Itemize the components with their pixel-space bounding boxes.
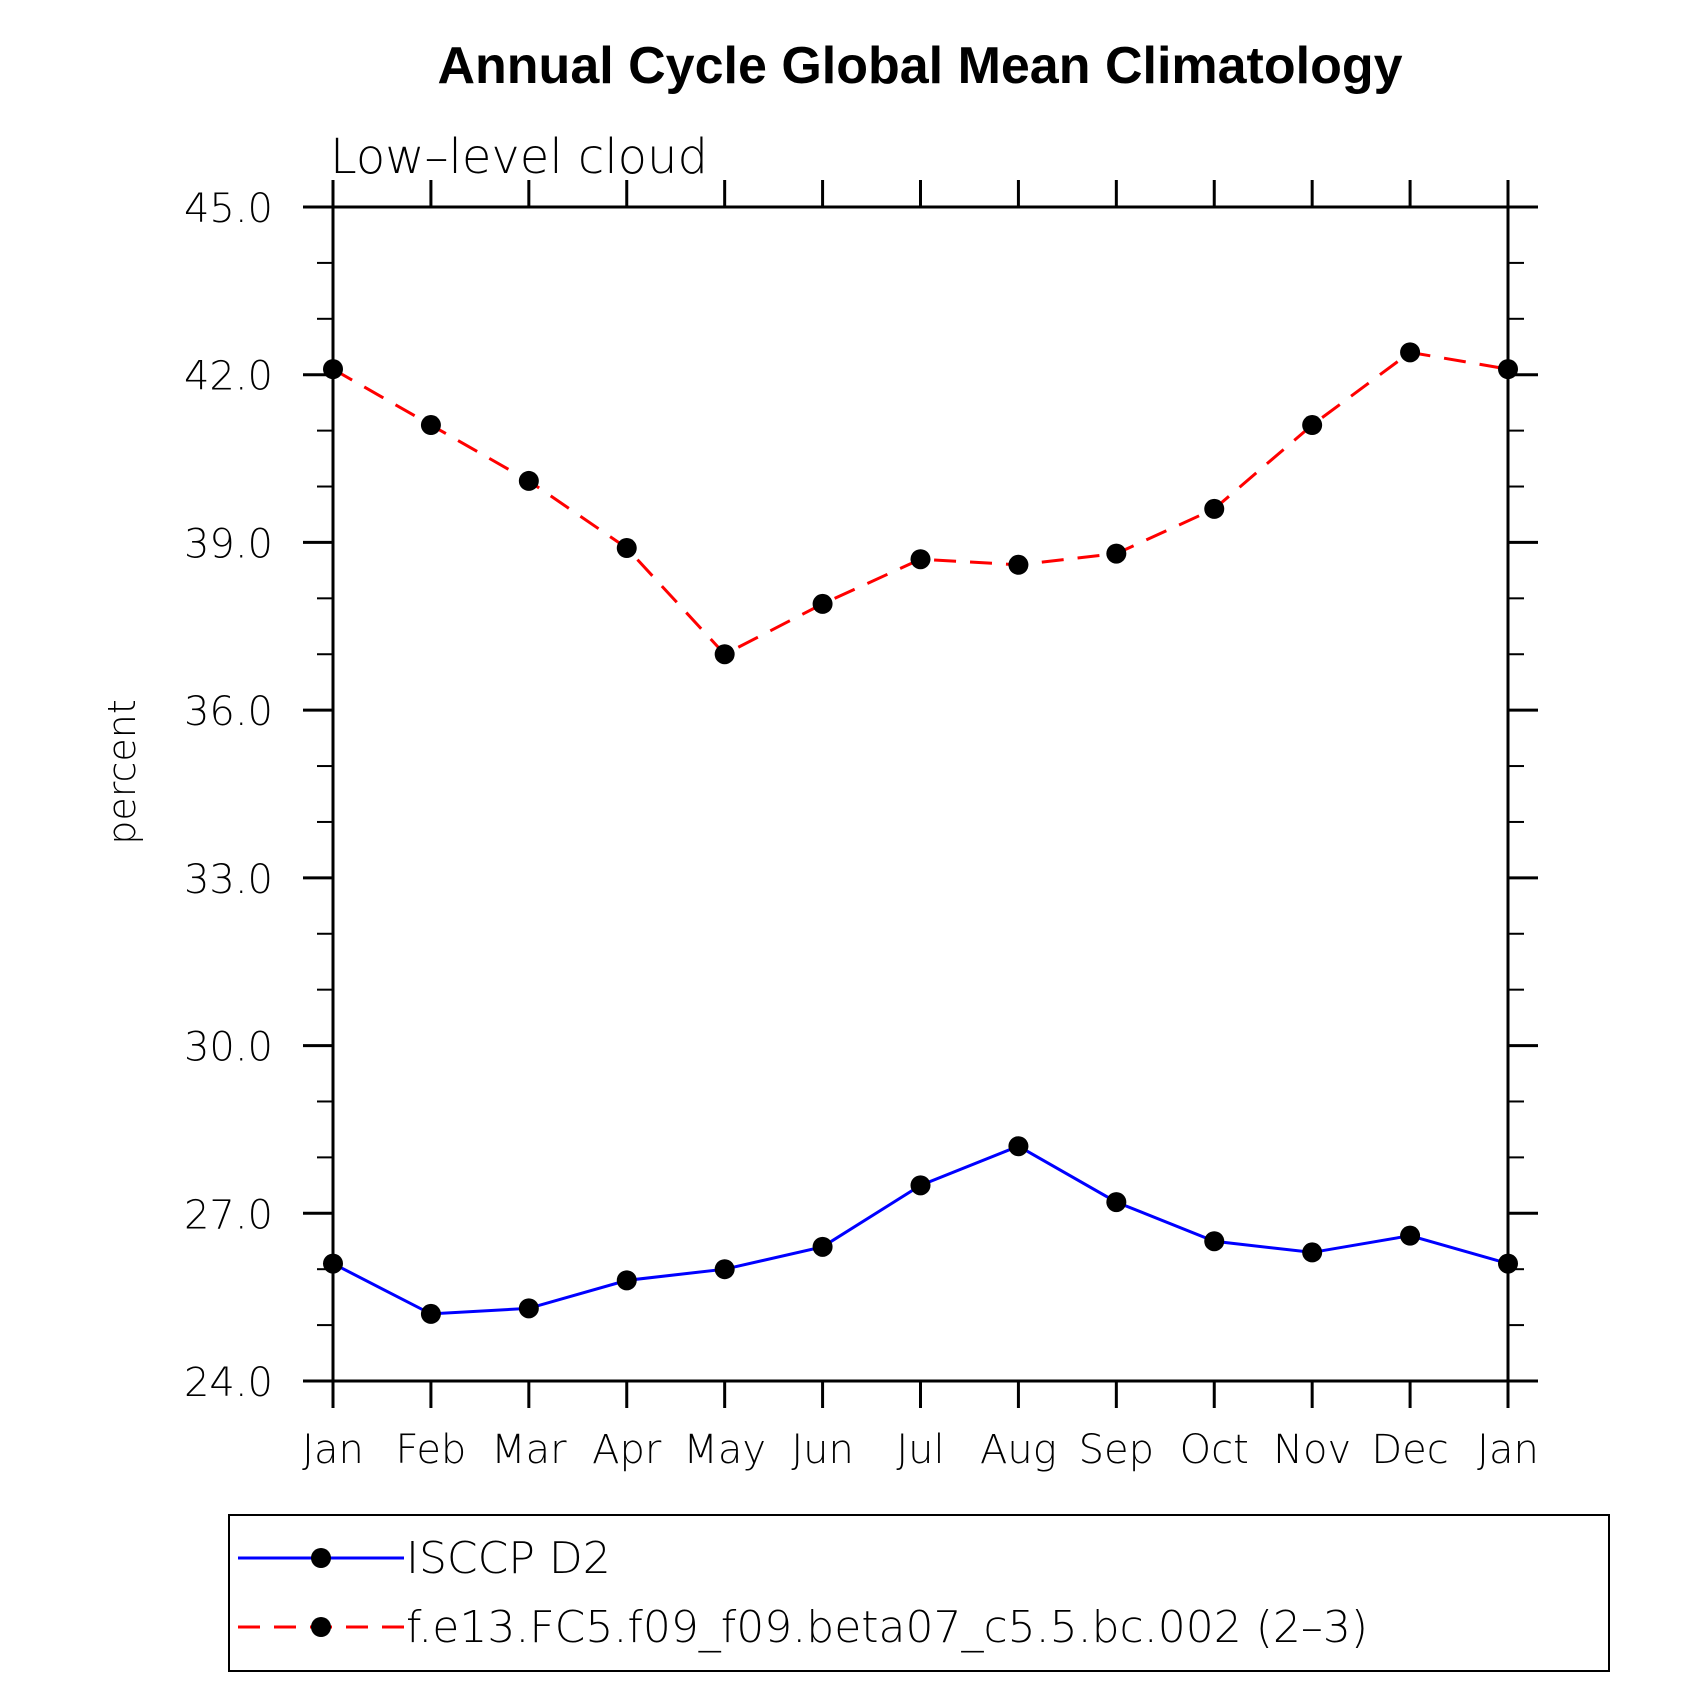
y-tick-label: 33.0	[184, 857, 273, 903]
series-1-point	[1106, 543, 1127, 564]
x-tick-label: Aug	[980, 1427, 1057, 1473]
series-0-point	[1302, 1242, 1323, 1263]
series-1-point	[518, 470, 539, 491]
y-tick-label: 27.0	[184, 1192, 273, 1238]
x-tick-label: May	[683, 1427, 766, 1473]
series-0-point	[1008, 1136, 1029, 1157]
y-tick-label: 30.0	[184, 1025, 273, 1071]
series-0-point	[714, 1259, 735, 1280]
legend-marker-1	[311, 1617, 331, 1637]
series-1-point	[323, 359, 343, 380]
legend-label-1: f.e13.FC5.f09_f09.beta07_c5.5.bc.002 (2–…	[406, 1602, 1368, 1653]
series-0-point	[616, 1270, 637, 1291]
y-tick-label: 42.0	[184, 354, 273, 400]
legend-marker-0	[311, 1548, 331, 1568]
legend-label-0: ISCCP D2	[406, 1533, 611, 1584]
x-tick-label: Jan	[1477, 1427, 1539, 1473]
series-line-1	[332, 350, 1509, 657]
y-tick-label: 24.0	[184, 1360, 273, 1406]
plot-frame	[331, 205, 1510, 1383]
x-tick-label: Jan	[302, 1427, 364, 1473]
series-1-point	[616, 538, 637, 559]
series-1-point	[420, 415, 441, 436]
series-1-point	[714, 644, 735, 665]
series-0-point	[323, 1253, 343, 1274]
series-0-point	[1400, 1225, 1421, 1246]
x-tick-label: Nov	[1273, 1427, 1351, 1473]
plot-axes: Jan Feb Mar Apr May Jun Jul Aug Sep Oct Nov Dec Jan 2…	[184, 180, 1539, 1473]
x-tick-label: Oct	[1180, 1427, 1249, 1473]
legend-item-0: ISCCP D2	[238, 1533, 611, 1584]
x-tick-label: Mar	[491, 1427, 567, 1473]
series-0-point	[1498, 1253, 1518, 1274]
series-0-point	[1204, 1231, 1225, 1252]
series-1-point	[1498, 359, 1518, 380]
y-tick-label: 39.0	[184, 521, 273, 567]
x-tick-label: Jul	[896, 1427, 944, 1473]
legend-item-1: f.e13.FC5.f09_f09.beta07_c5.5.bc.002 (2–…	[238, 1602, 1368, 1653]
series-line-0	[332, 1144, 1509, 1316]
series-1-point	[812, 593, 833, 614]
series-1-point	[1204, 498, 1225, 519]
x-tick-label: Feb	[396, 1427, 467, 1473]
series-1-point	[910, 549, 931, 570]
series-layer	[323, 342, 1518, 1324]
series-0-point	[1106, 1192, 1127, 1213]
series-0-point	[910, 1175, 931, 1196]
legend: ISCCP D2 f.e13.FC5.f09_f09.beta07_c5.5.b…	[228, 1514, 1610, 1672]
chart-subtitle: Low–level cloud	[330, 129, 708, 185]
series-0-point	[420, 1303, 441, 1324]
y-axis-label: percent	[100, 699, 144, 845]
y-tick-label: 45.0	[184, 186, 273, 232]
x-tick-label: Sep	[1079, 1427, 1154, 1473]
x-tick-label: Dec	[1371, 1427, 1448, 1473]
series-1-point	[1400, 342, 1421, 363]
x-tick-label: Apr	[592, 1427, 662, 1473]
x-tick-label: Jun	[791, 1427, 854, 1473]
series-0-point	[812, 1236, 833, 1257]
legend-box	[228, 1514, 1610, 1672]
y-tick-label: 36.0	[184, 689, 273, 735]
series-1-point	[1302, 415, 1323, 436]
series-0-point	[518, 1298, 539, 1319]
chart-title: Annual Cycle Global Mean Climatology	[437, 37, 1402, 95]
series-1-point	[1008, 554, 1029, 575]
